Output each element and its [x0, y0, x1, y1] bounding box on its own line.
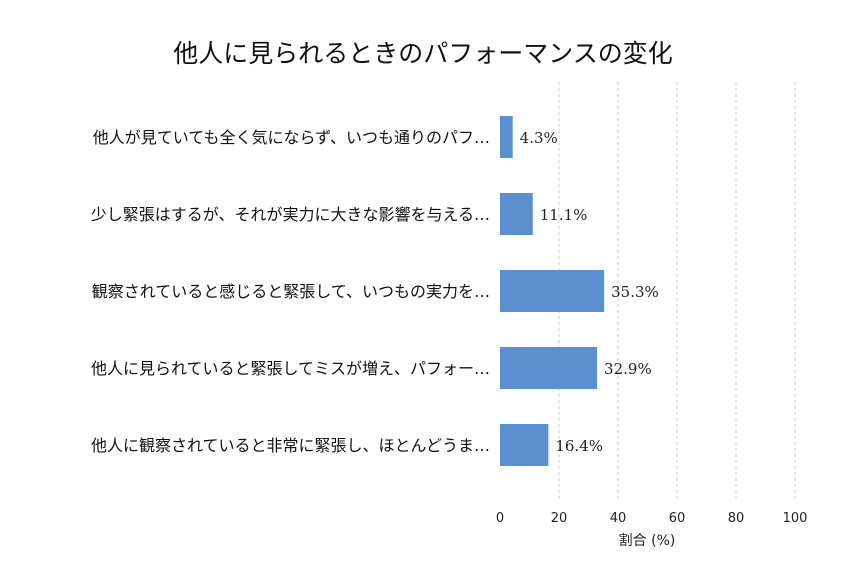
value-label-1: 4.3% — [520, 129, 558, 147]
value-label-2: 11.1% — [540, 206, 588, 224]
x-axis-label: 割合 (%) — [619, 532, 676, 549]
value-label-4: 32.9% — [604, 360, 652, 378]
bar-3 — [500, 270, 605, 312]
category-label-1: 他人が見ていても全く気にならず、いつも通りのパフ… — [93, 128, 490, 147]
value-label-5: 16.4% — [555, 437, 603, 455]
bar-5 — [500, 424, 549, 466]
x-tick-label-20: 20 — [551, 511, 568, 526]
value-labels: 4.3% 11.1% 35.3% 32.9% 16.4% — [520, 129, 659, 455]
value-label-3: 35.3% — [611, 283, 659, 301]
category-label-2: 少し緊張はするが、それが実力に大きな影響を与える… — [91, 205, 490, 224]
grid-lines — [558, 82, 796, 500]
category-label-4: 他人に見られていると緊張してミスが増え、パフォー… — [91, 359, 490, 378]
category-labels: 他人が見ていても全く気にならず、いつも通りのパフ… 少し緊張はするが、それが実力に… — [91, 128, 490, 455]
x-tick-label-0: 0 — [496, 511, 504, 526]
x-tick-label-60: 60 — [669, 511, 686, 526]
category-label-5: 他人に観察されていると非常に緊張し、ほとんどうま… — [91, 436, 490, 455]
x-tick-label-80: 80 — [728, 511, 745, 526]
x-tick-labels: 0 20 40 60 80 100 — [496, 511, 808, 526]
category-label-3: 観察されていると感じると緊張して、いつもの実力を… — [92, 282, 490, 301]
x-tick-label-40: 40 — [610, 511, 627, 526]
bar-2 — [500, 193, 533, 235]
x-tick-label-100: 100 — [783, 511, 808, 526]
bar-4 — [500, 347, 598, 389]
bar-1 — [500, 116, 513, 158]
bars — [500, 116, 605, 466]
chart-title: 他人に見られるときのパフォーマンスの変化 — [173, 39, 673, 68]
